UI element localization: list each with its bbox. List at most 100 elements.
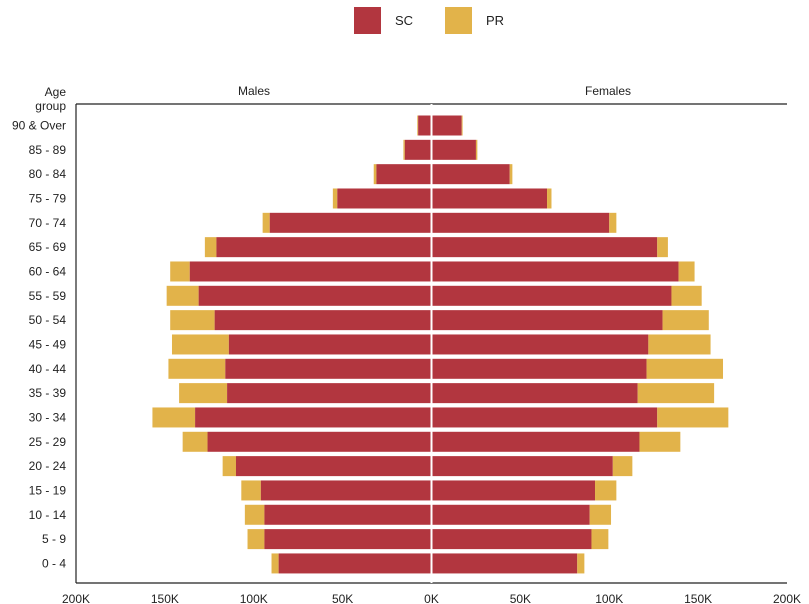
bar-male-pr-25-29: [182, 431, 208, 452]
y-tick-label-30-34: 30 - 34: [29, 410, 67, 424]
bar-female-sc-0-4: [431, 553, 578, 574]
legend: SC PR: [354, 7, 504, 34]
bar-female-pr-90-over: [461, 115, 463, 136]
y-tick-label-0-4: 0 - 4: [42, 556, 66, 570]
bar-female-sc-90-over: [431, 115, 462, 136]
bar-male-pr-20-24: [222, 456, 236, 477]
bar-female-pr-30-34: [657, 407, 729, 428]
bar-female-pr-45-49: [648, 334, 711, 355]
bar-female-pr-20-24: [612, 456, 633, 477]
bar-male-pr-0-4: [271, 553, 279, 574]
bar-male-pr-60-64: [170, 261, 190, 282]
x-tick-labels: 200K 150K 100K 50K 0K 50K 100K 150K 200K: [62, 592, 801, 604]
bar-female-sc-10-14: [431, 504, 590, 525]
bar-female-pr-40-44: [646, 358, 724, 379]
y-axis-title-line2: group: [35, 99, 66, 113]
bar-female-pr-35-39: [637, 383, 715, 404]
y-tick-label-50-54: 50 - 54: [29, 313, 67, 327]
legend-label-pr: PR: [486, 13, 504, 28]
bar-female-pr-60-64: [678, 261, 695, 282]
bar-female-pr-5-9: [591, 529, 609, 550]
bar-male-sc-20-24: [235, 456, 432, 477]
y-tick-label-35-39: 35 - 39: [29, 386, 67, 400]
y-tick-label-55-59: 55 - 59: [29, 289, 67, 303]
bar-male-pr-30-34: [152, 407, 196, 428]
x-tick-label-0: 200K: [62, 592, 90, 604]
x-tick-label-8: 200K: [773, 592, 801, 604]
bar-female-pr-0-4: [577, 553, 585, 574]
bar-female-sc-60-64: [431, 261, 679, 282]
bar-male-pr-55-59: [166, 285, 199, 306]
bar-male-pr-80-84: [373, 164, 377, 185]
bar-female-sc-75-79: [431, 188, 548, 209]
bar-female-sc-25-29: [431, 431, 640, 452]
bar-male-sc-10-14: [264, 504, 432, 525]
bar-female-sc-55-59: [431, 285, 672, 306]
bar-female-pr-50-54: [662, 310, 709, 331]
legend-swatch-sc: [354, 7, 381, 34]
bar-male-pr-65-69: [204, 237, 217, 258]
bar-female-pr-70-74: [609, 212, 617, 233]
bar-female-sc-65-69: [431, 237, 658, 258]
y-tick-label-20-24: 20 - 24: [29, 459, 67, 473]
bar-male-sc-85-89: [404, 139, 432, 160]
bar-female-pr-85-89: [475, 139, 478, 160]
bar-male-pr-5-9: [247, 529, 265, 550]
y-tick-label-80-84: 80 - 84: [29, 167, 67, 181]
side-label-females: Females: [585, 84, 631, 98]
bar-female-sc-30-34: [431, 407, 658, 428]
bar-male-sc-35-39: [227, 383, 432, 404]
bar-female-sc-15-19: [431, 480, 596, 501]
x-tick-label-3: 50K: [332, 592, 353, 604]
y-axis-title-line1: Age: [45, 85, 67, 99]
y-tick-label-70-74: 70 - 74: [29, 216, 67, 230]
bar-male-pr-45-49: [171, 334, 229, 355]
x-tick-label-6: 100K: [595, 592, 623, 604]
bar-female-sc-85-89: [431, 139, 476, 160]
y-tick-label-65-69: 65 - 69: [29, 240, 67, 254]
bar-male-sc-75-79: [337, 188, 432, 209]
bar-male-sc-65-69: [216, 237, 432, 258]
bar-male-sc-0-4: [278, 553, 432, 574]
bar-female-sc-5-9: [431, 529, 592, 550]
y-tick-label-75-79: 75 - 79: [29, 191, 67, 205]
x-tick-label-5: 50K: [510, 592, 531, 604]
y-tick-label-15-19: 15 - 19: [29, 483, 67, 497]
bar-male-sc-15-19: [260, 480, 432, 501]
bar-female-pr-25-29: [639, 431, 681, 452]
bar-male-sc-55-59: [198, 285, 432, 306]
legend-label-sc: SC: [395, 13, 413, 28]
bar-male-pr-90-over: [417, 115, 419, 136]
bar-male-pr-35-39: [179, 383, 228, 404]
y-tick-label-10-14: 10 - 14: [29, 508, 67, 522]
legend-swatch-pr: [445, 7, 472, 34]
bar-female-sc-35-39: [431, 383, 638, 404]
y-tick-labels: 90 & Over 85 - 89 80 - 84 75 - 79 70 - 74 65 …: [12, 119, 66, 571]
bar-male-sc-30-34: [195, 407, 432, 428]
x-tick-label-4: 0K: [424, 592, 439, 604]
bar-female-pr-80-84: [509, 164, 513, 185]
bar-male-sc-50-54: [214, 310, 432, 331]
y-tick-label-85-89: 85 - 89: [29, 143, 67, 157]
y-tick-label-25-29: 25 - 29: [29, 435, 67, 449]
bar-male-pr-70-74: [262, 212, 270, 233]
bar-male-pr-75-79: [332, 188, 338, 209]
bar-female-sc-70-74: [431, 212, 610, 233]
bar-male-pr-10-14: [244, 504, 265, 525]
side-label-males: Males: [238, 84, 270, 98]
y-tick-label-40-44: 40 - 44: [29, 362, 67, 376]
bar-male-sc-5-9: [264, 529, 432, 550]
bar-male-sc-45-49: [228, 334, 432, 355]
bar-female-sc-80-84: [431, 164, 510, 185]
bar-female-pr-55-59: [671, 285, 702, 306]
x-tick-label-1: 150K: [151, 592, 179, 604]
bar-female-pr-75-79: [547, 188, 552, 209]
y-tick-label-5-9: 5 - 9: [42, 532, 66, 546]
bar-female-pr-65-69: [657, 237, 668, 258]
bars-group: [152, 115, 729, 574]
bar-female-sc-50-54: [431, 310, 663, 331]
bar-male-sc-80-84: [376, 164, 432, 185]
bar-male-pr-85-89: [403, 139, 405, 160]
y-tick-label-60-64: 60 - 64: [29, 264, 67, 278]
